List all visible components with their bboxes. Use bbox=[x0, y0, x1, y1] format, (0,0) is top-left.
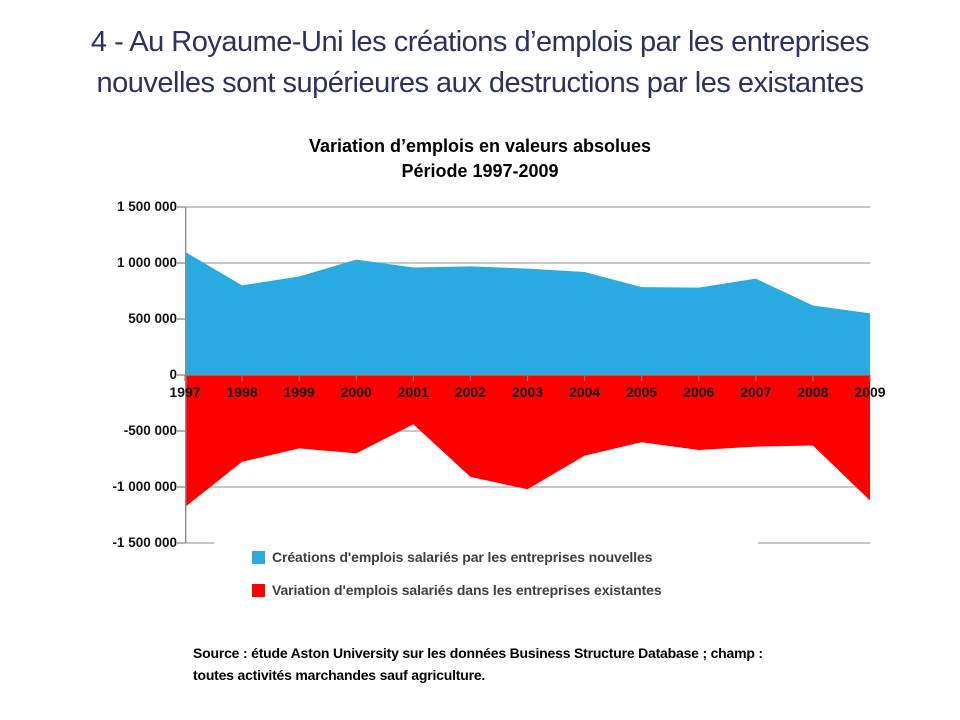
slide-title-line2: nouvelles sont supérieures aux destructi… bbox=[96, 67, 864, 99]
legend-label: Variation d'emplois salariés dans les en… bbox=[272, 582, 662, 598]
y-axis-label: 500 000 bbox=[128, 311, 177, 326]
source-note: Source : étude Aston University sur les … bbox=[193, 642, 873, 686]
x-axis-label: 2007 bbox=[740, 384, 772, 400]
chart-title-line1: Variation d’emplois en valeurs absolues bbox=[308, 136, 652, 156]
y-axis-label: 0 bbox=[169, 367, 177, 382]
legend-item: Créations d'emplois salariés par les ent… bbox=[252, 547, 758, 567]
x-axis-label: 2002 bbox=[454, 384, 486, 400]
source-note-line2: toutes activités marchandes sauf agricul… bbox=[193, 667, 486, 683]
slide-title: 4 - Au Royaume-Uni les créations d’emplo… bbox=[0, 22, 960, 104]
x-axis-label: 1997 bbox=[169, 384, 201, 400]
x-axis-label: 2006 bbox=[683, 384, 715, 400]
area-chart-plot bbox=[177, 206, 871, 544]
x-axis-label: 2008 bbox=[797, 384, 829, 400]
legend-item: Variation d'emplois salariés dans les en… bbox=[252, 580, 758, 600]
x-axis-label: 1998 bbox=[226, 384, 258, 400]
x-axis-label: 1999 bbox=[283, 384, 315, 400]
y-axis-label: 1 000 000 bbox=[116, 255, 177, 270]
source-note-line1: Source : étude Aston University sur les … bbox=[193, 645, 763, 661]
chart-title-line2: Période 1997-2009 bbox=[401, 161, 559, 181]
slide-title-line1: 4 - Au Royaume-Uni les créations d’emplo… bbox=[90, 26, 870, 58]
area-chart-svg bbox=[177, 206, 871, 544]
y-axis-label: -1 000 000 bbox=[112, 479, 177, 494]
x-axis-label: 2001 bbox=[397, 384, 429, 400]
legend-label: Créations d'emplois salariés par les ent… bbox=[272, 549, 653, 565]
legend-swatch-icon bbox=[252, 583, 265, 597]
x-axis-label: 2009 bbox=[854, 384, 886, 400]
series-area-variation bbox=[185, 375, 870, 508]
y-axis-label: -1 500 000 bbox=[112, 535, 177, 550]
x-axis-label: 2004 bbox=[569, 384, 601, 400]
legend-swatch-icon bbox=[252, 550, 265, 564]
chart-title: Variation d’emplois en valeurs absolues … bbox=[0, 134, 960, 184]
x-axis-label: 2005 bbox=[626, 384, 658, 400]
x-axis-label: 2000 bbox=[340, 384, 372, 400]
x-axis-label: 2003 bbox=[511, 384, 544, 400]
y-axis-label: -500 000 bbox=[123, 423, 177, 438]
chart-legend: Créations d'emplois salariés par les ent… bbox=[214, 537, 758, 615]
series-area-creations bbox=[185, 251, 870, 375]
y-axis-label: 1 500 000 bbox=[116, 199, 177, 214]
